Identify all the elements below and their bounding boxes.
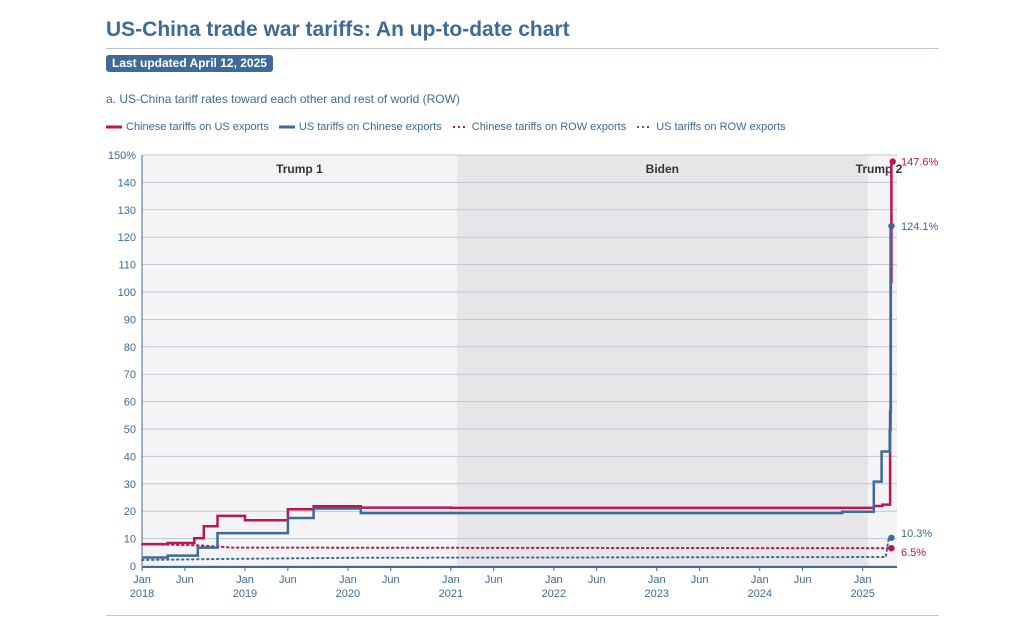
x-tick-year-label: 2022 [542,588,566,600]
x-tick-label: Jan [236,574,254,586]
period-band [142,155,457,566]
chart-legend: Chinese tariffs on US exports US tariffs… [106,120,796,134]
legend-label: US tariffs on ROW exports [656,121,786,133]
series-end-label: 10.3% [901,528,932,540]
y-tick-label: 40 [124,451,136,463]
y-tick-label: 30 [124,479,136,491]
x-tick-label: Jan [751,574,769,586]
legend-item-china-on-row: Chinese tariffs on ROW exports [452,121,626,133]
series-end-point [888,222,895,230]
period-label: Trump 1 [276,162,323,176]
legend-item-us-on-row: US tariffs on ROW exports [636,121,786,133]
x-tick-label: Jun [382,574,400,586]
x-tick-label: Jun [279,574,297,586]
x-tick-label: Jan [133,574,151,586]
y-tick-label: 10 [124,534,136,546]
legend-label: Chinese tariffs on US exports [126,121,269,133]
x-tick-year-label: 2023 [645,588,669,600]
legend-item-china-on-us: Chinese tariffs on US exports [106,121,269,133]
period-label: Trump 2 [856,162,903,176]
x-tick-year-label: 2018 [130,588,154,600]
x-tick-year-label: 2024 [747,588,771,600]
last-updated-badge: Last updated April 12, 2025 [106,55,273,72]
chart-subtitle: a. US-China tariff rates toward each oth… [106,92,460,106]
series-end-point [888,534,895,541]
series-end-label: 124.1% [901,221,939,233]
series-end-point [888,544,895,552]
x-tick-label: Jan [442,574,460,586]
title-divider [106,48,939,49]
x-tick-label: Jun [176,574,194,586]
legend-label: Chinese tariffs on ROW exports [471,121,627,133]
period-label: Biden [646,162,679,176]
x-tick-label: Jun [691,574,709,586]
x-tick-label: Jun [794,574,812,586]
y-tick-label: 150% [108,150,136,162]
x-tick-label: Jan [545,574,563,586]
legend-item-us-on-china: US tariffs on Chinese exports [278,121,442,133]
series-line [142,224,892,559]
x-tick-label: Jan [339,574,357,586]
x-tick-label: Jun [588,574,606,586]
y-tick-label: 120 [118,232,136,244]
page-title: US-China trade war tariffs: An up-to-dat… [106,18,570,41]
x-tick-year-label: 2020 [336,588,360,600]
x-tick-label: Jan [854,574,872,586]
series-end-point [889,158,896,165]
legend-label: US tariffs on Chinese exports [298,121,442,133]
x-tick-label: Jan [648,574,666,586]
x-tick-year-label: 2025 [850,588,874,600]
series-end-label: 6.5% [901,547,926,559]
bottom-divider [106,615,939,616]
series-end-label: 147.6% [901,157,939,169]
y-tick-label: 50 [124,424,136,436]
y-tick-label: 90 [124,314,136,326]
y-tick-label: 0 [130,561,136,573]
period-band [456,155,868,566]
x-tick-year-label: 2019 [233,588,257,600]
y-tick-label: 130 [118,205,136,217]
legend-swatch-solid-blue [278,125,295,129]
y-tick-label: 20 [124,506,136,518]
series-line [141,536,893,561]
y-tick-label: 80 [124,342,136,354]
y-tick-label: 70 [124,369,136,381]
y-tick-label: 100 [118,287,136,299]
y-tick-label: 60 [124,397,136,409]
legend-swatch-solid-red [106,125,122,129]
x-tick-year-label: 2021 [439,588,463,600]
y-tick-label: 110 [118,260,136,272]
x-tick-label: Jun [485,574,503,586]
y-tick-label: 140 [118,177,136,189]
